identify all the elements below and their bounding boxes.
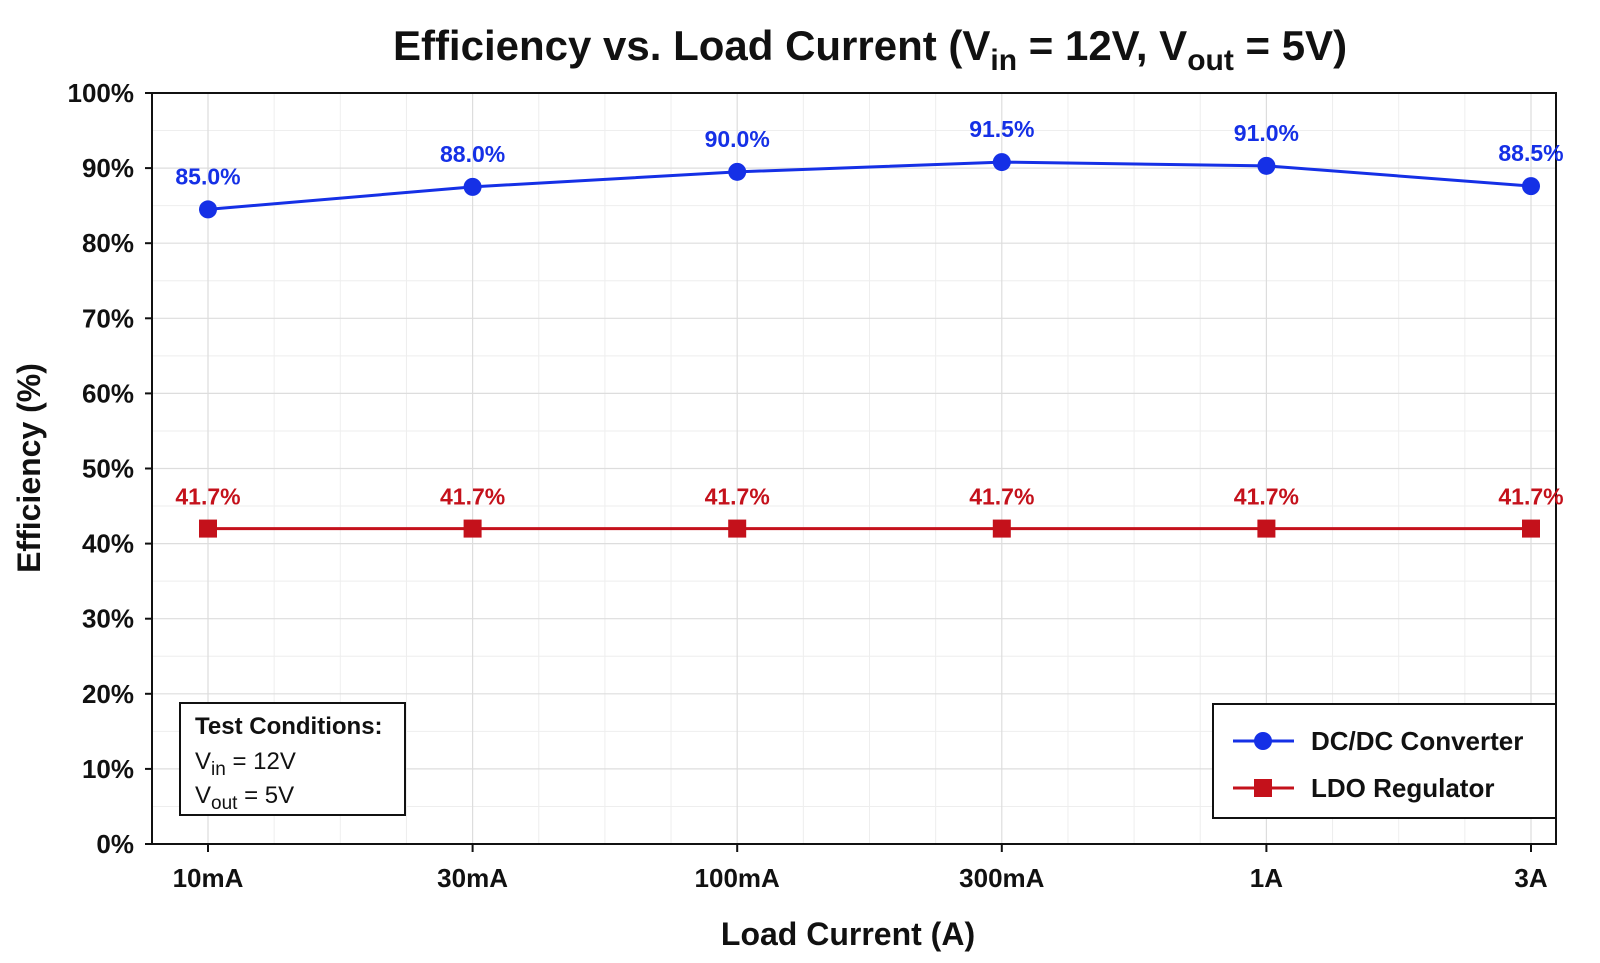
y-axis: 0% 10% 20% 30% 40% 50% 60% 70% 80% 90% 100% xyxy=(68,78,152,859)
y-tick-label: 10% xyxy=(82,754,134,784)
x-tick-label: 30mA xyxy=(437,863,508,893)
data-point-square xyxy=(1257,519,1276,538)
legend-item: DC/DC Converter xyxy=(1233,726,1523,756)
data-point-square xyxy=(1522,519,1540,538)
test-conditions-vin: Vin = 12V xyxy=(195,748,296,780)
legend-item: LDO Regulator xyxy=(1233,773,1494,803)
legend-marker-circle xyxy=(1254,732,1272,750)
data-point-square xyxy=(199,519,217,538)
data-point-circle xyxy=(199,200,217,219)
legend-items: DC/DC Converter LDO Regulator xyxy=(1233,726,1523,803)
y-tick-label: 40% xyxy=(82,529,134,559)
data-label: 85.0% xyxy=(175,163,240,189)
series-layer: 85.0%88.0%90.0% 91.5% 91.0%88.5%41.7% 41.7%… xyxy=(175,116,1564,538)
data-label: 41.7% xyxy=(440,484,505,510)
y-tick-label: 20% xyxy=(82,679,134,709)
data-point-square xyxy=(463,519,482,538)
data-point-square xyxy=(992,519,1011,538)
data-point-circle xyxy=(463,177,482,196)
y-tick-label: 60% xyxy=(82,378,134,408)
legend-label: LDO Regulator xyxy=(1311,773,1494,803)
data-point-circle xyxy=(992,153,1011,172)
x-tick-label: 1A xyxy=(1250,863,1283,893)
data-label: 91.0% xyxy=(1234,120,1299,146)
y-tick-label: 50% xyxy=(82,454,134,484)
data-label: 88.5% xyxy=(1498,140,1563,166)
data-label: 90.0% xyxy=(705,126,770,152)
x-axis: 10mA 30mA 100mA 300mA 1A 3A xyxy=(173,844,1548,893)
y-axis-title: Efficiency (%) xyxy=(11,363,47,573)
y-tick-label: 80% xyxy=(82,228,134,258)
series-dcdc-converter: 85.0% 88.0% 90.0% 91.5% 91.0% 88.5% xyxy=(175,116,1564,219)
data-point-circle xyxy=(1257,156,1276,175)
legend-marker-square xyxy=(1254,779,1272,797)
data-label: 41.7% xyxy=(705,484,770,510)
y-tick-label: 30% xyxy=(82,604,134,634)
x-tick-label: 3A xyxy=(1514,863,1547,893)
x-tick-label: 100mA xyxy=(695,863,780,893)
legend-label: DC/DC Converter xyxy=(1311,726,1523,756)
data-label: 91.5% xyxy=(969,116,1034,142)
test-conditions-frame xyxy=(179,702,406,816)
x-axis-title: Load Current (A) xyxy=(721,916,975,952)
y-tick-label: 0% xyxy=(96,829,134,859)
series-ldo-regulator: 41.7% 41.7% 41.7% 41.7% 41.7% 41.7% xyxy=(175,484,1564,538)
data-label: 41.7% xyxy=(1234,484,1299,510)
test-conditions-vout: Vout = 5V xyxy=(195,782,294,814)
test-conditions-heading: Test Conditions: xyxy=(195,713,383,740)
test-conditions-box: Test Conditions: Vin = 12V Vout = 5V xyxy=(179,702,406,816)
data-label: 41.7% xyxy=(175,484,240,510)
y-tick-label: 70% xyxy=(82,303,134,333)
data-point-circle xyxy=(728,162,747,181)
legend: DC/DC Converter LDO Regulator xyxy=(1212,703,1557,819)
x-tick-label: 300mA xyxy=(959,863,1044,893)
data-label: 41.7% xyxy=(1498,484,1563,510)
y-tick-label: 100% xyxy=(68,78,135,108)
series-line xyxy=(207,160,1532,211)
y-tick-label: 90% xyxy=(82,153,134,183)
data-label: 88.0% xyxy=(440,141,505,167)
data-label: 41.7% xyxy=(969,484,1034,510)
data-point-circle xyxy=(1522,177,1540,196)
legend-frame xyxy=(1212,703,1557,819)
x-tick-label: 10mA xyxy=(173,863,244,893)
chart-title: Efficiency vs. Load Current (Vin = 12V, … xyxy=(393,22,1347,77)
data-point-square xyxy=(728,519,747,538)
